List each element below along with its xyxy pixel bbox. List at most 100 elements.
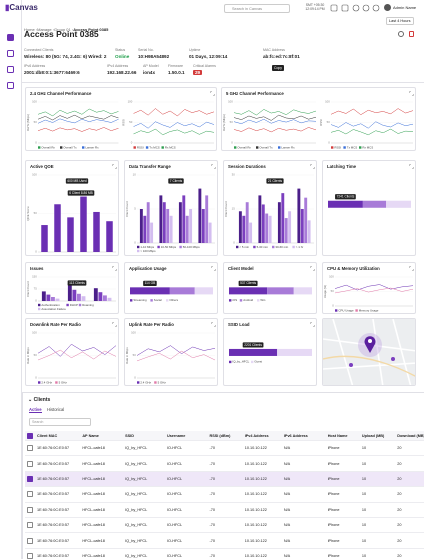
icon[interactable] (372, 4, 380, 12)
cell: 1E:60:76:0C:E0:57 (35, 517, 81, 534)
table-row[interactable]: 1E:60:76:0C:E0:57 HFCL-cafe18 IQ_by_HFCL IO… (25, 471, 424, 488)
brand[interactable]: ▮Canvas (5, 3, 38, 12)
page-title: Access Point 0385 (24, 29, 99, 39)
line-series (233, 118, 317, 124)
expand-icon[interactable] (409, 91, 414, 96)
expand-icon[interactable] (112, 164, 117, 169)
clients-title[interactable]: ⌄ Clients (28, 397, 51, 403)
chart: QOE Score 0 50 100 600 MB Used 6 Client 8.86 … (26, 173, 116, 254)
expand-icon[interactable] (310, 164, 315, 169)
map-marker[interactable] (349, 363, 353, 367)
expand-icon[interactable] (112, 266, 117, 271)
checkbox[interactable] (27, 432, 33, 439)
legend-label: > 100 Mbps (140, 249, 156, 253)
cell: N/A (281, 471, 326, 488)
cell: -70 (207, 486, 243, 503)
legend-label: RSSI (137, 145, 144, 149)
legend-swatch (38, 307, 41, 311)
expand-icon[interactable] (211, 266, 216, 271)
nav-icon[interactable] (7, 66, 14, 73)
crumb[interactable]: Manage (37, 27, 54, 32)
map-card[interactable] (322, 318, 416, 386)
crumb[interactable]: Home (24, 27, 37, 32)
map-pin[interactable] (364, 336, 376, 353)
legend-label: RSSI (334, 145, 341, 149)
table-row[interactable]: 1E:60:76:0C:E0:57 HFCL-cafe18 IQ_by_HFCL IO… (25, 486, 424, 503)
nav-icon[interactable] (7, 50, 14, 57)
icon[interactable] (362, 4, 370, 12)
checkbox[interactable] (27, 460, 33, 467)
user-name[interactable]: Admin Name (393, 5, 417, 10)
icon[interactable] (341, 4, 349, 12)
legend-label: 30-60 min (275, 245, 288, 249)
bar (41, 291, 46, 301)
table-row[interactable]: 1E:60:76:0C:E0:57 HFCL-cafe18 IQ_by_HFCL IO… (25, 517, 424, 534)
bar (189, 209, 193, 243)
y-tick-label: 100 (131, 331, 136, 335)
expand-icon[interactable] (310, 322, 315, 327)
expand-icon[interactable] (112, 322, 117, 327)
cell: HFCL-cafe18 (80, 455, 124, 472)
crumb[interactable]: Group 01 (54, 27, 73, 32)
map-marker[interactable] (391, 357, 395, 361)
expand-icon[interactable] (409, 266, 414, 271)
card-title: Uplink Rate Per Radio (129, 322, 174, 327)
expand-glyph (310, 322, 315, 327)
y-axis-label: Rx/Tx (Mbps) (222, 114, 226, 131)
chart: 7241 Clients (328, 194, 411, 208)
table-row[interactable]: 1E:60:76:0C:E0:57 HFCL-cafe18 IQ_by_HFCL IO… (25, 502, 424, 518)
bar (51, 297, 55, 301)
checkbox[interactable] (27, 552, 33, 559)
table-row[interactable]: 1E:60:76:0C:E0:57 HFCL-cafe18 IQ_by_HFCL IO… (25, 548, 424, 559)
nav-icon[interactable] (7, 82, 14, 89)
bar (166, 209, 170, 243)
icon[interactable] (352, 4, 360, 12)
clients-title-text: Clients (33, 397, 51, 403)
clients-panel: ⌄ Clients Active Historical Search Clien… (22, 392, 424, 559)
bar (81, 296, 86, 301)
checkbox[interactable] (27, 522, 33, 529)
tab[interactable]: Historical (47, 407, 65, 412)
column-header: IPv6 Address (281, 431, 326, 441)
table-row[interactable]: 1E:60:76:0C:E0:57 HFCL-cafe18 IQ_by_HFCL IO… (25, 532, 424, 549)
tab[interactable]: Active (29, 407, 42, 413)
legend-label: 2.4 GHz (41, 380, 52, 384)
checkbox[interactable] (27, 506, 33, 513)
tooltip-bg (238, 280, 258, 286)
expand-icon[interactable] (210, 91, 215, 96)
legend-swatch (253, 245, 256, 249)
table-row[interactable]: 1E:60:76:0C:E0:57 HFCL-cafe18 IQ_by_HFCL IO… (25, 440, 424, 457)
expand-icon[interactable] (211, 164, 216, 169)
legend-swatch (256, 146, 259, 149)
nav-icon[interactable] (7, 34, 14, 41)
icon[interactable] (330, 4, 338, 12)
y-tick-label: 100 (128, 100, 133, 104)
bar (185, 215, 189, 243)
line-series (233, 127, 317, 133)
table-search[interactable]: Search (29, 418, 91, 426)
bar (277, 202, 281, 243)
card-title: Application Usage (129, 266, 167, 271)
legend-swatch (229, 299, 232, 302)
checkbox[interactable] (27, 491, 33, 498)
expand-icon[interactable] (409, 164, 414, 169)
expand-icon[interactable] (211, 322, 216, 327)
checkbox[interactable] (27, 445, 33, 452)
bar-segment (386, 200, 411, 208)
avatar[interactable] (384, 4, 391, 11)
y-tick-label: 0 (134, 376, 136, 380)
legend-swatch (343, 146, 346, 149)
cell: HFCL-cafe18 (80, 502, 124, 518)
table-row[interactable]: 1E:60:76:0C:E0:57 HFCL-cafe18 IQ_by_HFCL IO… (25, 455, 424, 472)
chart-card: 2.4 GHz Channel Performance Rx/Tx (Mbps) 0… (25, 87, 217, 151)
checkbox[interactable] (27, 475, 33, 482)
settings-button[interactable] (398, 31, 404, 37)
tooltip: 7241 Clients (335, 194, 356, 200)
checkbox[interactable] (27, 537, 33, 544)
info-value: 1.50.0.1 (168, 70, 185, 75)
delete-button[interactable] (409, 31, 414, 37)
range-select[interactable]: Last 4 Hours (386, 17, 414, 25)
sidebar (0, 0, 22, 559)
expand-icon[interactable] (310, 266, 315, 271)
search-box[interactable]: Search in Canvas (224, 4, 290, 13)
